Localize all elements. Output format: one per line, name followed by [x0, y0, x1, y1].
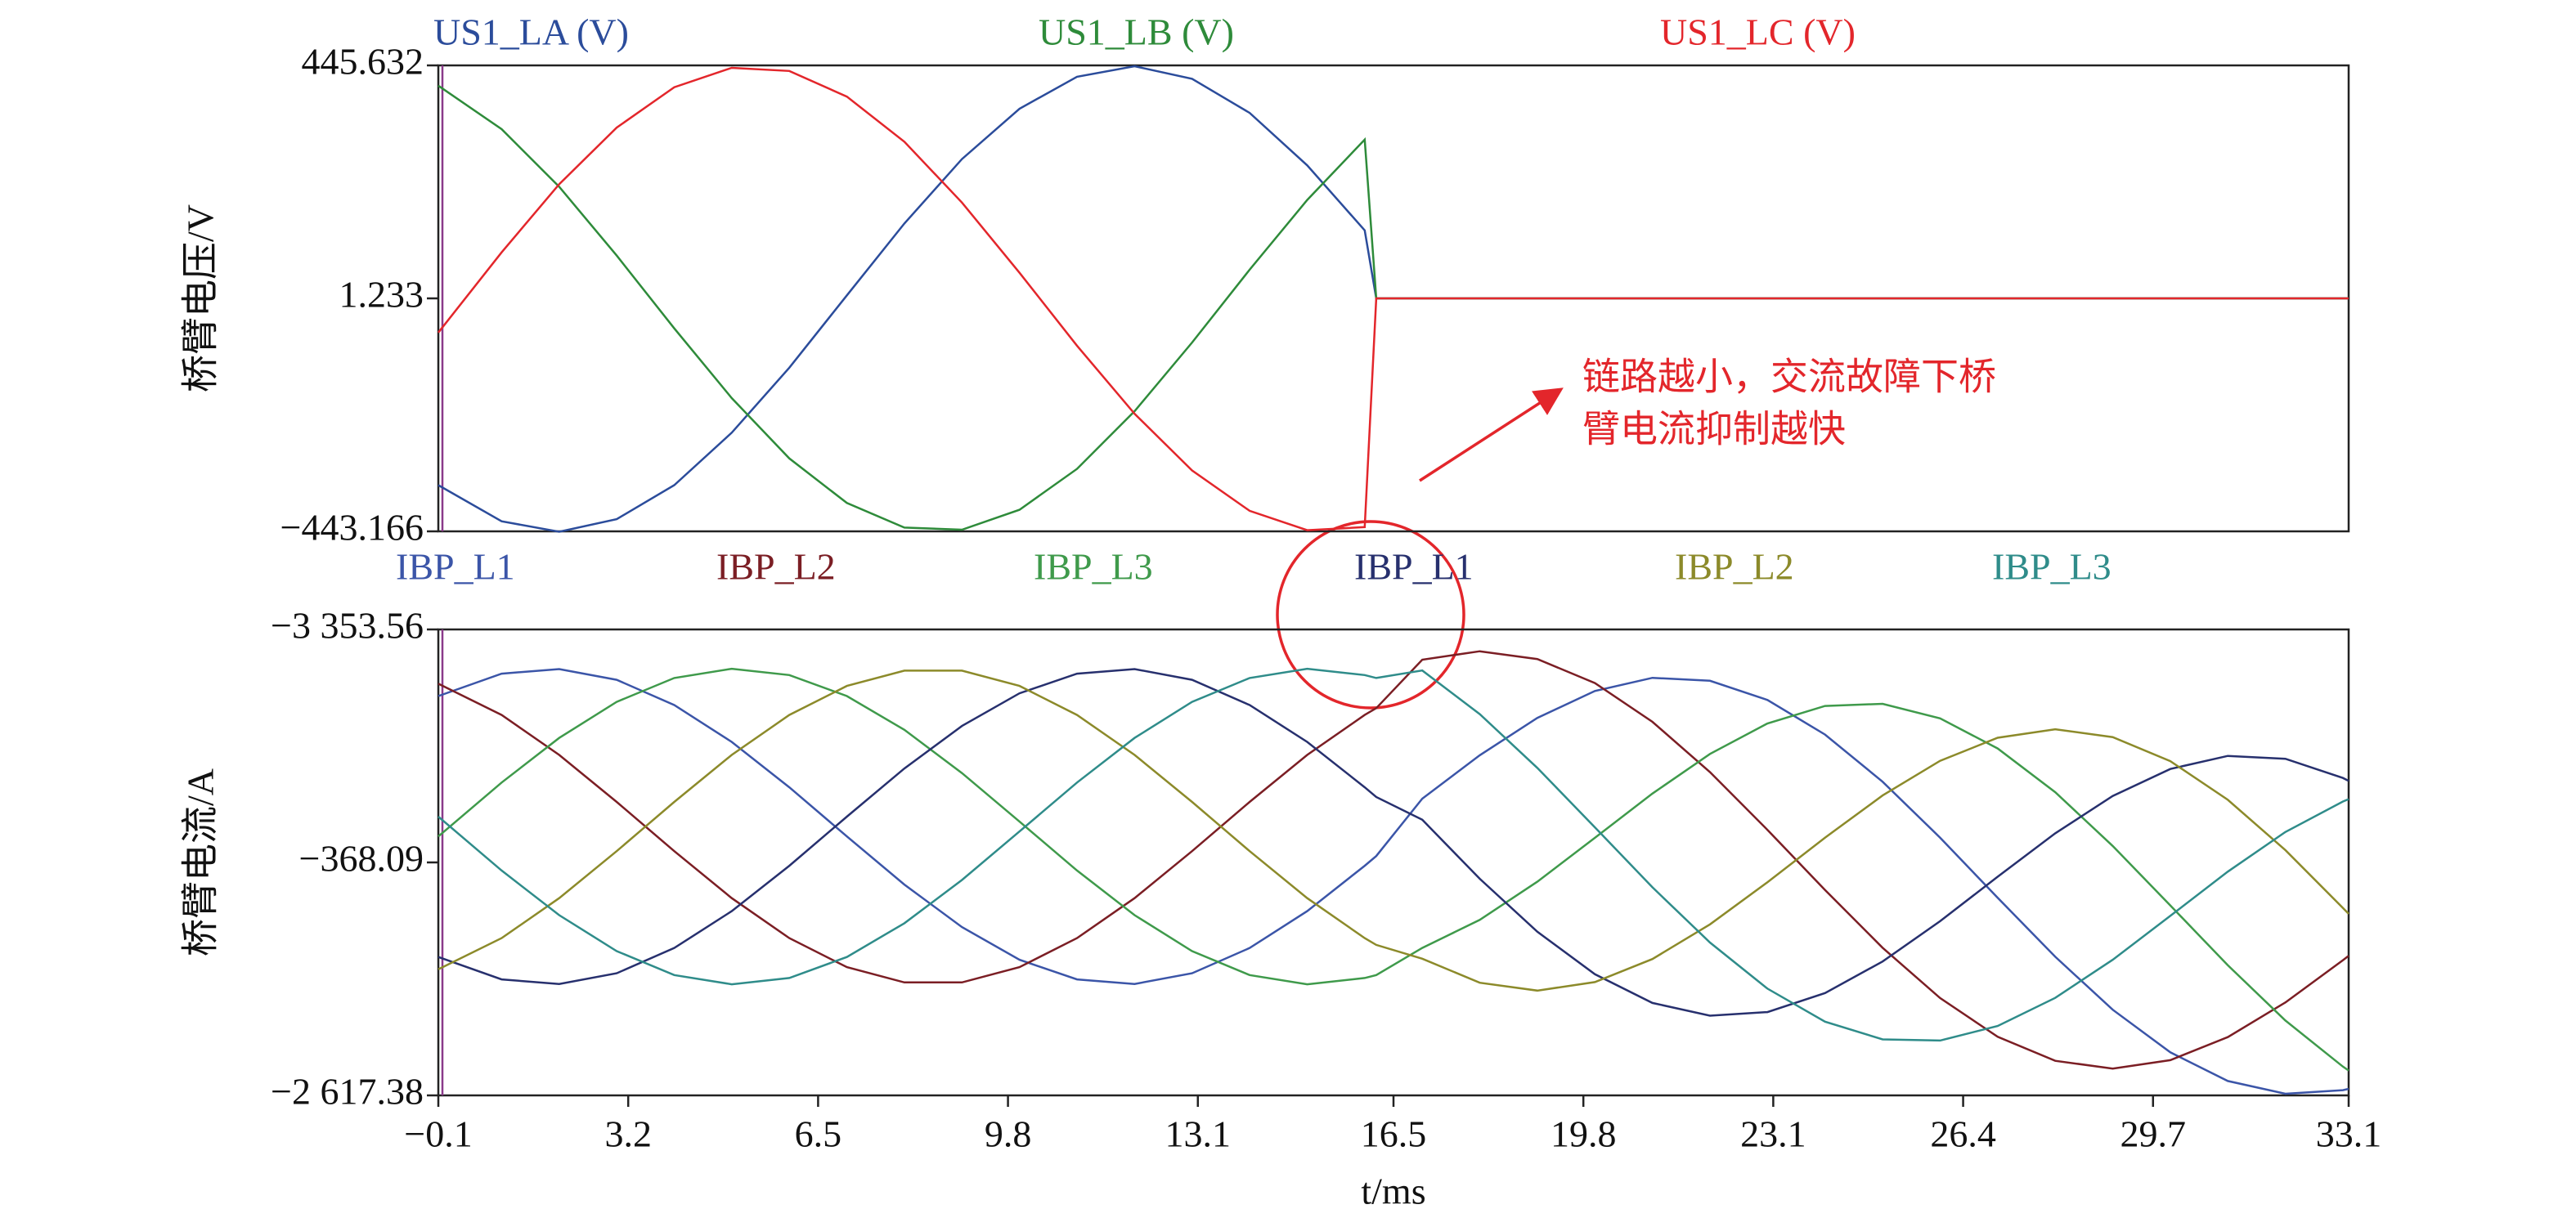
- legend-label: IBP_L3: [1034, 546, 1153, 588]
- y-tick-label: 1.233: [339, 274, 424, 316]
- legend-label: US1_LA (V): [433, 11, 629, 53]
- series-line: [438, 668, 2349, 1017]
- x-tick-label: 33.1: [2316, 1113, 2382, 1155]
- legend-label: US1_LB (V): [1039, 11, 1234, 53]
- series-line: [438, 669, 2349, 992]
- x-tick-label: −0.1: [404, 1113, 472, 1155]
- x-tick-label: 13.1: [1165, 1113, 1232, 1155]
- plot-frame: [437, 628, 2350, 1097]
- x-tick-label: 9.8: [985, 1113, 1032, 1155]
- annotation-arrow: [1419, 387, 1564, 482]
- annotation: 臂电流抑制越快: [1582, 409, 1846, 450]
- series-line: [438, 667, 2349, 1072]
- x-axis-label: t/ms: [1361, 1171, 1425, 1212]
- x-tick-label: 6.5: [795, 1113, 842, 1155]
- series-line: [438, 667, 2349, 1042]
- legend-label: IBP_L1: [1354, 546, 1474, 588]
- y-tick-label: 445.632: [302, 41, 424, 83]
- y-axis-label: 桥臂电压/V: [180, 204, 222, 392]
- x-tick-label: 3.2: [604, 1113, 652, 1155]
- legend-label: IBP_L2: [716, 546, 836, 588]
- y-axis-label: 桥臂电流/A: [180, 768, 222, 956]
- series-line: [438, 650, 2349, 1070]
- highlight-circle: [1276, 520, 1465, 710]
- y-tick-label: −443.166: [280, 507, 424, 549]
- x-tick-label: 19.8: [1551, 1113, 1617, 1155]
- annotation: 链路越小，交流故障下桥: [1582, 356, 1996, 398]
- series-line: [438, 84, 2349, 531]
- x-tick-label: 26.4: [1930, 1113, 1996, 1155]
- x-tick-label: 23.1: [1740, 1113, 1806, 1155]
- x-tick-label: 16.5: [1361, 1113, 1427, 1155]
- x-tick-label: 29.7: [2120, 1113, 2187, 1155]
- legend-label: IBP_L3: [1992, 546, 2112, 588]
- legend-label: IBP_L1: [396, 546, 515, 588]
- series-line: [438, 66, 2349, 531]
- y-tick-label: −2 617.38: [271, 1071, 424, 1113]
- y-tick-label: −3 353.56: [271, 605, 424, 647]
- legend-label: US1_LC (V): [1660, 11, 1856, 53]
- series-line: [438, 668, 2349, 1095]
- legend-label: IBP_L2: [1675, 546, 1794, 588]
- y-tick-label: −368.09: [299, 838, 424, 880]
